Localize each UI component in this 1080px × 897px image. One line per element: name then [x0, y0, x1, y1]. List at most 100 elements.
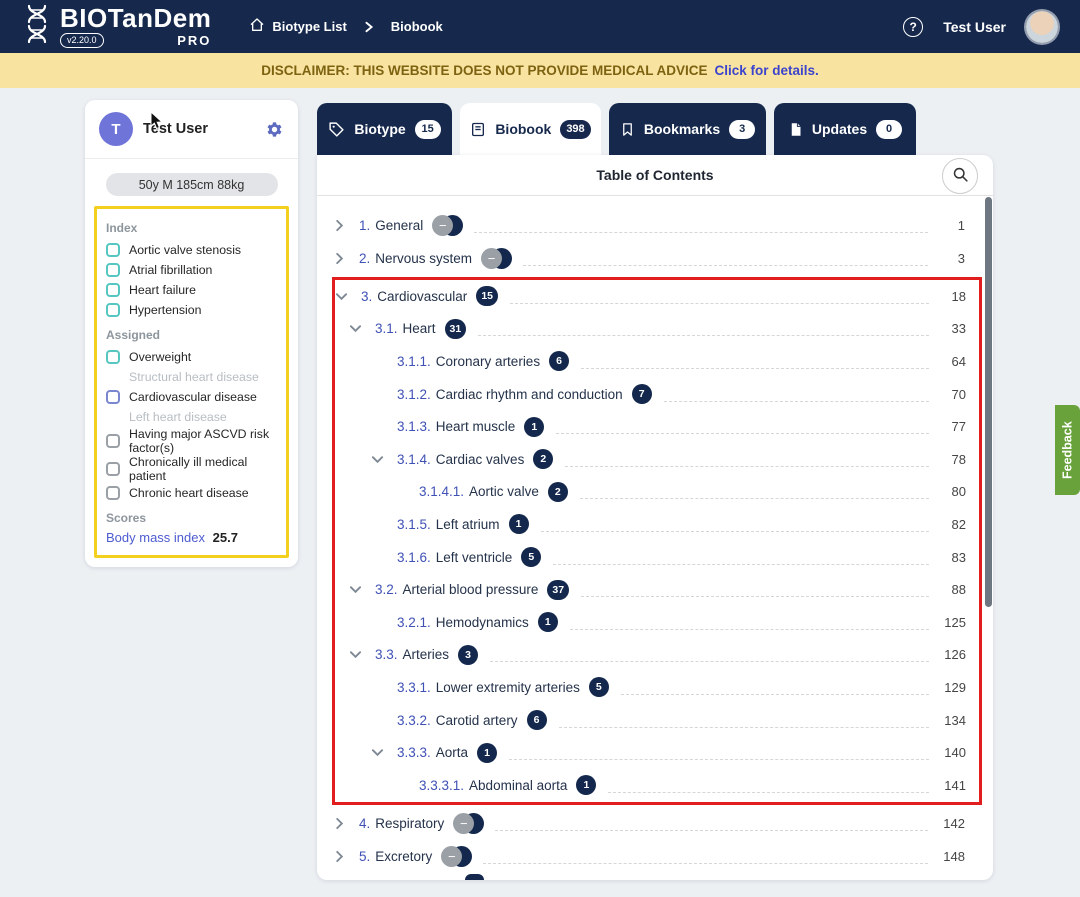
checkbox[interactable] — [106, 243, 120, 257]
chevron-down-icon[interactable] — [349, 583, 375, 596]
disclaimer-details-link[interactable]: Click for details. — [714, 63, 819, 78]
tab-label: Biotype — [354, 121, 406, 137]
toc-page-number: 142 — [943, 815, 965, 831]
toc-row[interactable]: 3.3.2. Carotid artery 6 134 — [335, 704, 979, 737]
user-avatar[interactable] — [1026, 10, 1058, 43]
toc-entry-label: Cardiovascular — [377, 288, 468, 304]
index-item[interactable]: Aortic valve stenosis — [106, 240, 280, 260]
toc-row[interactable]: 4. Respiratory − 142 — [317, 807, 993, 840]
assigned-item[interactable]: Chronic heart disease — [106, 483, 280, 503]
toc-row[interactable]: 3.1.5. Left atrium 1 82 — [335, 508, 979, 541]
toc-page-number: 1 — [957, 218, 965, 233]
toc-row[interactable]: 3.3.3.1. Abdominal aorta 1 141 — [335, 769, 979, 802]
chevron-down-icon[interactable] — [349, 648, 375, 661]
chevron-right-icon[interactable] — [333, 850, 359, 863]
toc-entry-label: Respiratory — [375, 815, 445, 831]
toc-row[interactable]: 3.1.1. Coronary arteries 6 64 — [335, 345, 979, 378]
dotted-leader — [608, 791, 929, 793]
gear-icon[interactable] — [265, 120, 284, 139]
chevron-down-icon[interactable] — [371, 453, 397, 466]
toc-entry-number: 3.3.1. — [397, 679, 431, 695]
checkbox[interactable] — [106, 462, 120, 476]
patient-summary-pill[interactable]: 50y M 185cm 88kg — [105, 173, 278, 196]
toc-row[interactable]: 3.2. Arterial blood pressure 37 88 — [335, 573, 979, 606]
toc-row[interactable]: 3. Cardiovascular 15 18 — [335, 280, 979, 313]
chevron-right-icon[interactable] — [333, 817, 359, 830]
toc-count-badge: 5 — [588, 677, 609, 698]
assigned-item[interactable]: Overweight — [106, 347, 280, 367]
toc-row[interactable]: 3.1.6. Left ventricle 5 83 — [335, 541, 979, 574]
checkbox[interactable] — [106, 434, 120, 448]
tab-count-badge: 0 — [876, 119, 903, 139]
scrollbar-thumb[interactable] — [985, 197, 992, 607]
app-logo[interactable]: BIOTanDem v2.20.0 PRO — [22, 4, 211, 49]
badge-gray-disc: − — [481, 248, 503, 269]
checkbox[interactable] — [106, 350, 120, 364]
checkbox[interactable] — [106, 390, 120, 404]
checkbox[interactable] — [106, 303, 120, 317]
toc-row[interactable]: 1. General − 1 — [317, 209, 993, 242]
dotted-leader — [495, 829, 928, 831]
assigned-item[interactable]: Having major ASCVD risk factor(s) — [106, 427, 280, 455]
chevron-right-icon[interactable] — [333, 252, 359, 265]
tab-biobook[interactable]: Biobook 398 — [460, 103, 601, 155]
toc-page-number: 3 — [957, 251, 965, 266]
breadcrumb-biobook[interactable]: Biobook — [390, 19, 443, 34]
chevron-right-icon[interactable] — [333, 219, 359, 232]
dna-helix-icon — [22, 4, 52, 49]
dotted-leader — [565, 465, 929, 467]
help-icon[interactable]: ? — [903, 16, 924, 37]
checkbox[interactable] — [106, 263, 120, 277]
toc-row[interactable]: 3.1.4. Cardiac valves 2 78 — [335, 443, 979, 476]
chevron-down-icon[interactable] — [335, 290, 361, 303]
toc-row[interactable]: 2. Nervous system − 3 — [317, 242, 993, 275]
chevron-down-icon[interactable] — [349, 322, 375, 335]
bmi-link[interactable]: Body mass index — [106, 530, 205, 545]
toc-count-badge: 1 — [537, 612, 558, 633]
tab-bookmarks[interactable]: Bookmarks 3 — [609, 103, 766, 155]
red-highlight-box: 3. Cardiovascular 15 18 3.1. Heart 31 33 3.1.1. C… — [332, 277, 982, 805]
checkbox-label: Chronically ill medical patient — [129, 455, 248, 483]
toc-row[interactable]: 3.1. Heart 31 33 — [335, 313, 979, 346]
toc-count-badge: 1 — [576, 775, 597, 796]
toc-row[interactable]: 3.2.1. Hemodynamics 1 125 — [335, 606, 979, 639]
toc-entry-label: Lower extremity arteries — [435, 679, 580, 695]
breadcrumb: Biotype List Biobook — [249, 17, 443, 36]
header-user-name[interactable]: Test User — [943, 18, 1006, 35]
toc-entry-number: 1. — [359, 218, 371, 233]
breadcrumb-biotype-list[interactable]: Biotype List — [249, 17, 347, 36]
feedback-button[interactable]: Feedback — [1055, 405, 1080, 495]
assigned-item[interactable]: Cardiovascular disease — [106, 387, 280, 407]
toc-row[interactable]: 3.3.3. Aorta 1 140 — [335, 736, 979, 769]
toc-row[interactable]: 3.1.4.1. Aortic valve 2 80 — [335, 476, 979, 509]
checkbox[interactable] — [106, 486, 120, 500]
tab-updates[interactable]: Updates 0 — [774, 103, 916, 155]
bmi-value: 25.7 — [212, 530, 238, 545]
search-icon — [952, 166, 969, 186]
search-button[interactable] — [942, 158, 978, 194]
checkbox[interactable] — [106, 283, 120, 297]
chevron-down-icon[interactable] — [371, 746, 397, 759]
assigned-item[interactable]: Chronically ill medical patient — [106, 455, 280, 483]
toc-page-number: 129 — [944, 679, 966, 695]
dotted-leader — [540, 530, 929, 532]
toc-entry-label: Cardiac valves — [435, 451, 525, 467]
toc-row[interactable]: 3.1.3. Heart muscle 1 77 — [335, 410, 979, 443]
toc-row[interactable]: 5. Excretory − 148 — [317, 840, 993, 873]
toc-page-number: 70 — [951, 386, 966, 402]
toc-entry-label: Heart — [402, 321, 436, 337]
index-item[interactable]: Atrial fibrillation — [106, 260, 280, 280]
bmi-score-row: Body mass index 25.7 — [106, 530, 280, 545]
dotted-leader — [483, 862, 928, 864]
patient-sidebar-card: T Test User 50y M 185cm 88kg Index Aorti… — [85, 100, 298, 567]
tab-biotype[interactable]: Biotype 15 — [317, 103, 452, 155]
toc-entry-number: 3.1.6. — [397, 549, 431, 565]
toc-count-badge: 6 — [549, 351, 570, 372]
toc-row[interactable]: 3.1.2. Cardiac rhythm and conduction 7 70 — [335, 378, 979, 411]
index-item[interactable]: Heart failure — [106, 280, 280, 300]
index-item[interactable]: Hypertension — [106, 300, 280, 320]
toc-page-number: 33 — [951, 321, 966, 337]
toc-row[interactable]: 3.3.1. Lower extremity arteries 5 129 — [335, 671, 979, 704]
toc-row[interactable]: 3.3. Arteries 3 126 — [335, 639, 979, 672]
index-section-label: Index — [106, 221, 138, 235]
